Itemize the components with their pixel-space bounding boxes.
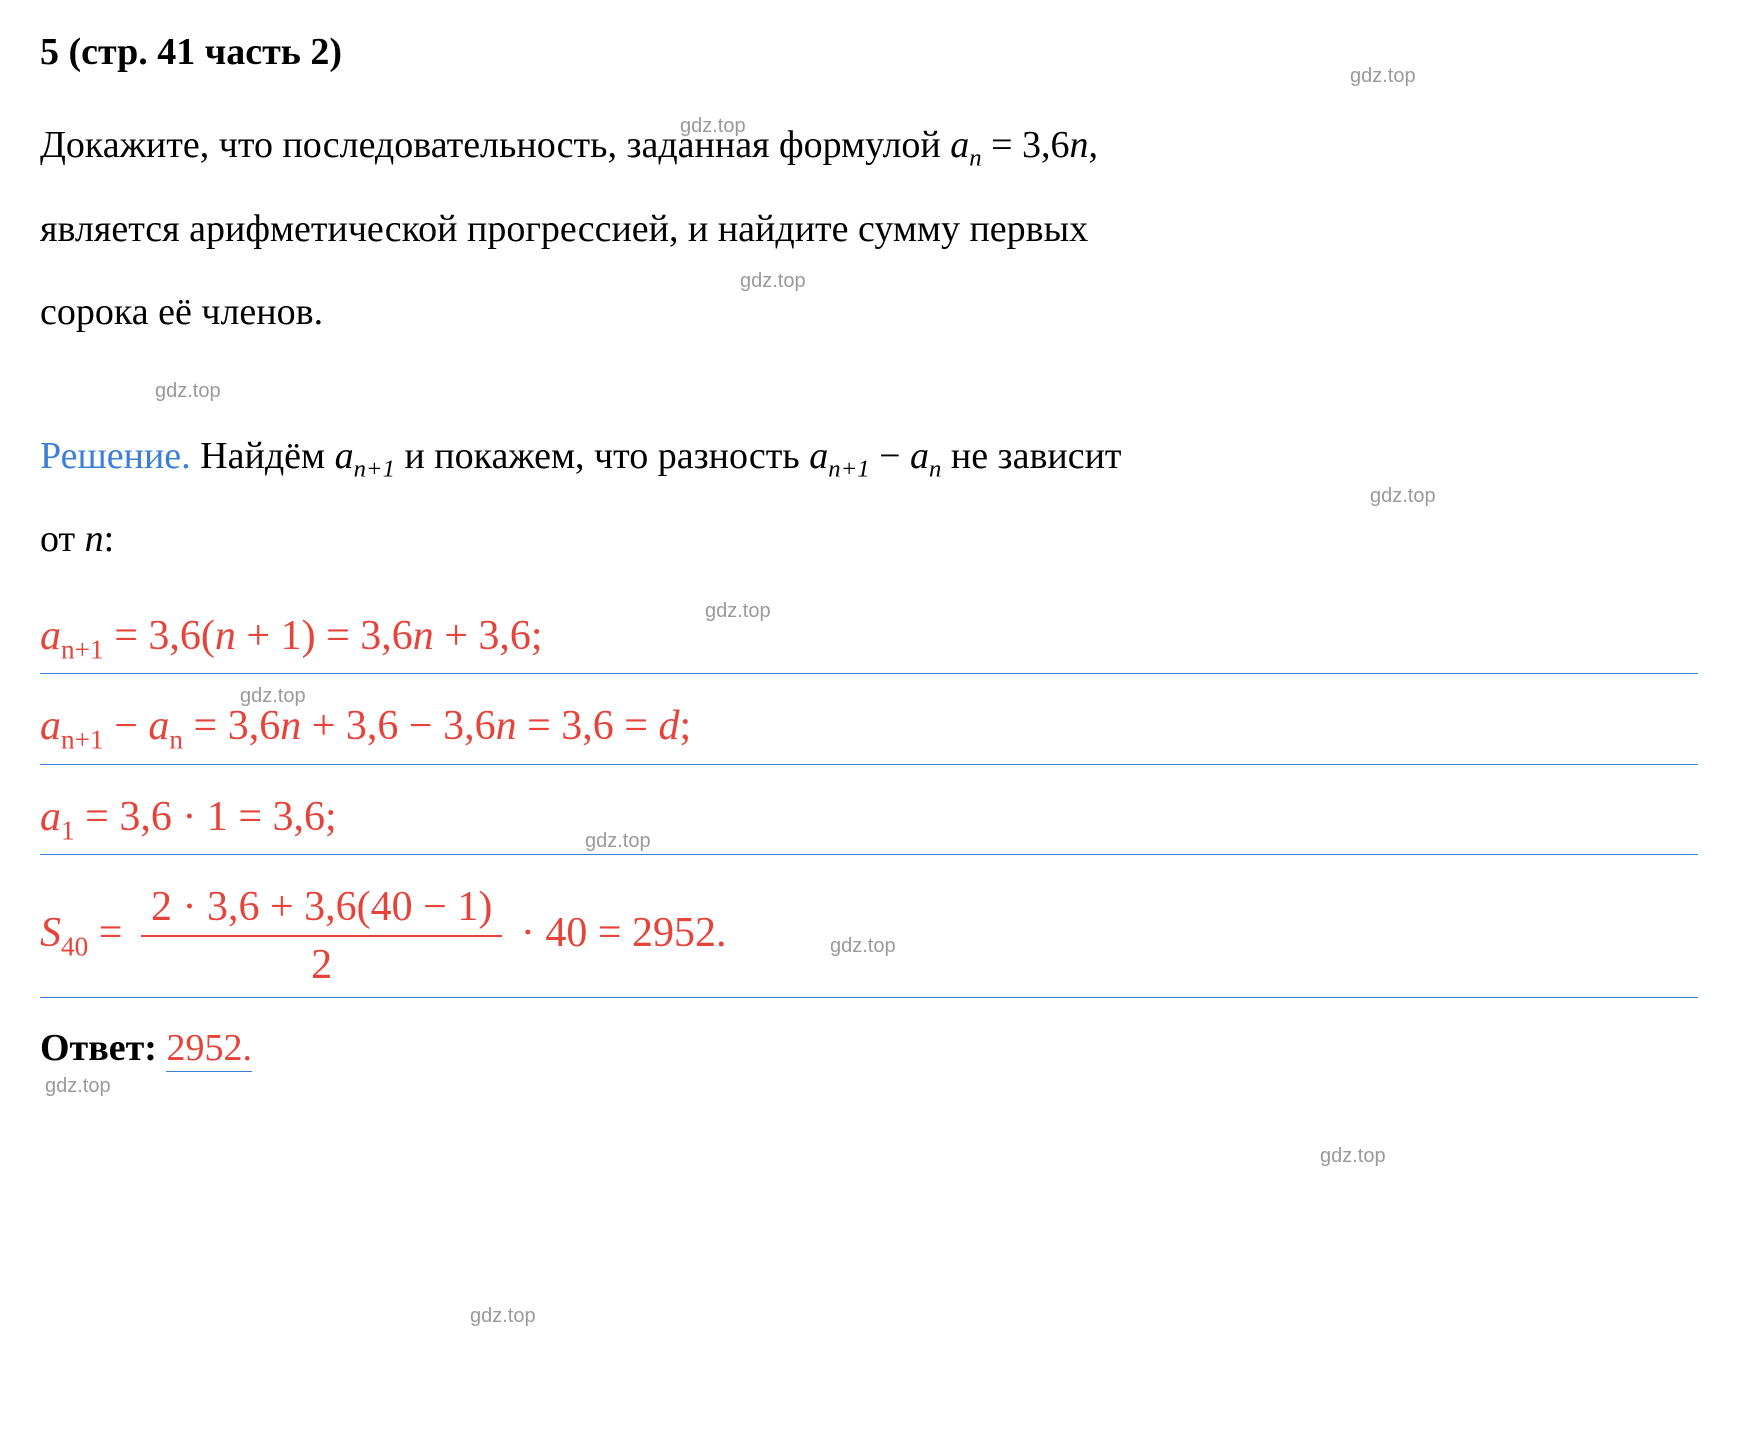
ml4-den: 2 [141, 937, 502, 989]
ml2-n1: n [280, 703, 301, 749]
solution-diff-a1: a [809, 435, 828, 477]
watermark-text: gdz.top [585, 830, 651, 853]
solution-text-pre: Найдём [191, 435, 335, 477]
ml2-a2: a [148, 703, 169, 749]
page-container: 5 (стр. 41 часть 2) Докажите, что послед… [40, 30, 1698, 1070]
watermark-text: gdz.top [830, 935, 896, 958]
watermark-text: gdz.top [1320, 1145, 1386, 1168]
watermark-text: gdz.top [680, 115, 746, 138]
watermark-text: gdz.top [45, 1075, 111, 1098]
ml1-n: n [215, 613, 236, 659]
solution-label: Решение. [40, 435, 191, 477]
watermark-text: gdz.top [240, 685, 306, 708]
ml2-a1: a [40, 703, 61, 749]
solution-diff-minus: − [870, 435, 910, 477]
answer-line: Ответ: 2952. [40, 1026, 1698, 1070]
ml1-sub: n+1 [61, 634, 104, 664]
ml4-rest: · 40 = 2952. [510, 910, 726, 956]
math-expr-4: S40 = 2 · 3,6 + 3,6(40 − 1)2 · 40 = 2952… [40, 910, 727, 956]
ml3-a: a [40, 794, 61, 840]
ml4-fraction: 2 · 3,6 + 3,6(40 − 1)2 [141, 883, 502, 989]
math-line-1: an+1 = 3,6(n + 1) = 3,6n + 3,6; [40, 612, 1698, 674]
answer-value: 2952. [166, 1027, 252, 1072]
watermark-text: gdz.top [705, 600, 771, 623]
ml2-minus: − [104, 703, 149, 749]
problem-line2: является арифметической прогрессией, и н… [40, 208, 1088, 250]
problem-formula-sub: n [969, 145, 981, 172]
watermark-text: gdz.top [470, 1305, 536, 1328]
math-line-3: a1 = 3,6 · 1 = 3,6; [40, 793, 1698, 855]
solution-diff-sub2: n [929, 455, 941, 482]
problem-statement: Докажите, что последовательность, заданн… [40, 104, 1698, 355]
problem-formula-rest: = 3,6 [982, 124, 1070, 166]
ml2-sub1: n+1 [61, 725, 104, 755]
ml2-sub2: n [169, 725, 183, 755]
ml4-s: S [40, 910, 61, 956]
problem-formula-comma: , [1089, 124, 1099, 166]
ml1-n2: n [413, 613, 434, 659]
solution-intro: Решение. Найдём an+1 и покажем, что разн… [40, 415, 1698, 582]
watermark-text: gdz.top [155, 380, 221, 403]
math-line-2: an+1 − an = 3,6n + 3,6 − 3,6n = 3,6 = d; [40, 702, 1698, 764]
ml2-end: = 3,6 = [517, 703, 659, 749]
watermark-text: gdz.top [1350, 65, 1416, 88]
math-expr-1: an+1 = 3,6(n + 1) = 3,6n + 3,6; [40, 613, 543, 659]
solution-an1-sub: n+1 [354, 455, 395, 482]
ml3-text: = 3,6 · 1 = 3,6; [75, 794, 337, 840]
ml1-plus: + 1) = 3,6 [236, 613, 413, 659]
solution-diff-a2: a [910, 435, 929, 477]
solution-diff-sub1: n+1 [828, 455, 869, 482]
ml2-semi: ; [679, 703, 691, 749]
problem-formula-a: a [950, 124, 969, 166]
ml1-a: a [40, 613, 61, 659]
problem-line3: сорока её членов. [40, 291, 323, 333]
ml4-sub: 40 [61, 931, 88, 961]
watermark-text: gdz.top [1370, 485, 1436, 508]
solution-line2-n: n [85, 518, 104, 560]
math-expr-2: an+1 − an = 3,6n + 3,6 − 3,6n = 3,6 = d; [40, 703, 691, 749]
problem-formula-n: n [1070, 124, 1089, 166]
watermark-text: gdz.top [740, 270, 806, 293]
ml3-sub: 1 [61, 815, 75, 845]
ml2-mid: + 3,6 − 3,6 [301, 703, 495, 749]
ml2-d: d [658, 703, 679, 749]
solution-text-mid: и покажем, что разность [395, 435, 809, 477]
problem-line1-pre: Докажите, что последовательность, заданн… [40, 124, 950, 166]
solution-text-post: не зависит [941, 435, 1121, 477]
ml1-eq: = 3,6( [104, 613, 215, 659]
ml2-eq: = 3,6 [183, 703, 280, 749]
ml1-end: + 3,6; [434, 613, 543, 659]
solution-line2: от [40, 518, 85, 560]
problem-heading: 5 (стр. 41 часть 2) [40, 30, 1698, 74]
math-expr-3: a1 = 3,6 · 1 = 3,6; [40, 794, 337, 840]
answer-label: Ответ: [40, 1027, 166, 1069]
ml4-eq: = [88, 910, 133, 956]
ml4-num: 2 · 3,6 + 3,6(40 − 1) [141, 883, 502, 937]
solution-line2-colon: : [104, 518, 115, 560]
ml2-n2: n [496, 703, 517, 749]
solution-an1-a: a [335, 435, 354, 477]
